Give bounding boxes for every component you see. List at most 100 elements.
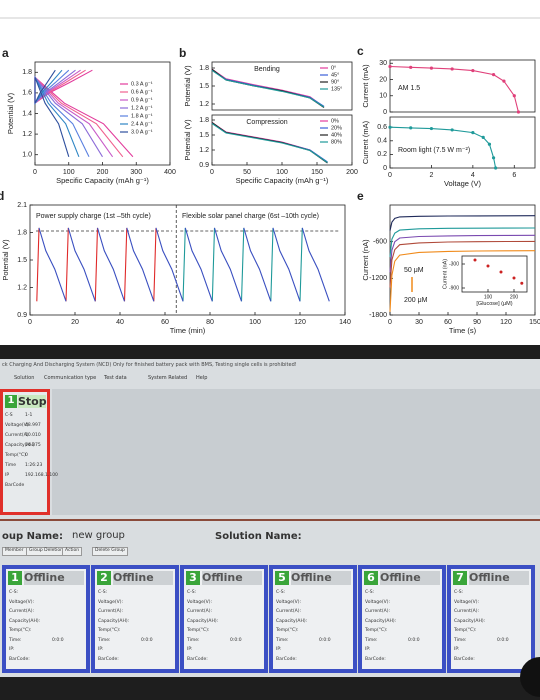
separator	[0, 519, 540, 521]
data-point	[516, 110, 521, 114]
x-axis-title: Voltage (V)	[444, 179, 482, 188]
field-label: Time:	[276, 637, 289, 643]
data-line	[211, 123, 328, 163]
legend-label: 20%	[331, 125, 342, 131]
menu-item[interactable]: System Related	[148, 375, 188, 381]
field-label: Voltage(V):	[9, 599, 34, 605]
plot-frame	[389, 116, 536, 169]
field-label: Capacity(AH):	[187, 618, 219, 624]
toolbar-button[interactable]: Delete Group	[92, 547, 128, 556]
data-point	[450, 67, 454, 71]
field-label: Capacity(AH):	[98, 618, 130, 624]
channel-card[interactable]: 2 Offline C-S: Voltage(V): Current(A): Capaci…	[91, 565, 179, 673]
y-tick-label: 0.2	[377, 151, 387, 158]
data-point	[388, 64, 392, 69]
data-line	[36, 227, 157, 302]
annotation: Flexible solar panel charge (6st –10th c…	[182, 213, 319, 220]
y-tick-label: 0.6	[377, 124, 387, 131]
x-tick-label: 2	[429, 172, 433, 179]
field-label: IP:	[276, 647, 282, 652]
x-tick-label: 120	[294, 319, 306, 326]
x-axis-title: Time (s)	[449, 326, 477, 335]
field-value: 0:0:0	[230, 637, 242, 643]
data-line	[182, 227, 303, 302]
x-tick-label: 100	[249, 319, 261, 326]
data-point	[429, 66, 434, 70]
channel-number: 1	[8, 571, 22, 585]
menu-item[interactable]: Test data	[104, 375, 127, 381]
y-tick-label: 1.2	[17, 284, 27, 291]
data-point	[481, 135, 485, 139]
panel-label: d	[0, 189, 4, 203]
y-tick-label: -300	[449, 261, 459, 267]
y-tick-label: 0.4	[377, 138, 387, 145]
field-label: BarCode:	[98, 656, 119, 662]
x-tick-label: 150	[311, 169, 323, 176]
data-point	[409, 126, 413, 130]
field-value: 192.168.1.100	[25, 473, 58, 478]
y-tick-label: -1200	[369, 275, 387, 282]
x-tick-label: 200	[510, 294, 519, 300]
field-label: Capacity(AH):	[454, 618, 486, 624]
toolbar-button[interactable]: Member	[2, 547, 27, 556]
x-axis-title: Specific Capacity (mAh g⁻¹)	[236, 176, 329, 185]
legend-label: 40%	[331, 132, 342, 138]
annotation: AM 1.5	[398, 85, 420, 92]
y-tick-label: 10	[379, 93, 387, 100]
y-axis-title: Current (nA)	[361, 239, 370, 281]
channel-number: 6	[364, 571, 378, 585]
channel-number: 2	[97, 571, 111, 585]
field-label: Capacity(AH)	[5, 443, 35, 448]
x-tick-label: 50	[243, 169, 251, 176]
toolbar-button[interactable]: Action	[62, 547, 83, 556]
field-value: 1:26:23	[25, 463, 43, 468]
channel-card[interactable]: 6 Offline C-S: Voltage(V): Current(A): Capaci…	[358, 565, 446, 673]
field-label: Temp(°C):	[365, 628, 388, 633]
legend-label: 0.3 A g⁻¹	[131, 81, 153, 87]
legend-label: 3.0 A g⁻¹	[131, 129, 153, 135]
x-tick-label: 100	[484, 294, 493, 300]
y-axis-title: Potential (V)	[183, 65, 192, 107]
field-value: 0:0:0	[141, 637, 153, 643]
menu-item[interactable]: Communication type	[44, 375, 97, 381]
legend-label: 0.6 A g⁻¹	[131, 89, 153, 95]
corner-icon	[520, 657, 540, 697]
channel-card[interactable]: 7 Offline C-S: Voltage(V): Current(A): Capaci…	[447, 565, 535, 673]
menu-item[interactable]: Help	[196, 375, 208, 381]
data-point	[499, 270, 503, 274]
field-label: BarCode:	[9, 656, 30, 662]
y-tick-label: 1.2	[199, 101, 209, 108]
data-point	[471, 131, 475, 135]
panel-label: e	[357, 189, 364, 203]
field-label: IP:	[98, 647, 104, 652]
menu-item[interactable]: Solution	[14, 375, 35, 381]
field-label: Time:	[9, 637, 22, 643]
plot-frame	[211, 61, 353, 111]
x-tick-label: 60	[161, 319, 169, 326]
panel-label: b	[179, 46, 186, 60]
y-tick-label: 1.0	[22, 152, 32, 159]
data-line	[211, 69, 325, 108]
group-label: oup Name:	[2, 531, 63, 542]
y-tick-label: -1800	[369, 312, 387, 319]
data-point	[494, 166, 498, 170]
y-axis-title: Current (mA)	[361, 64, 370, 108]
channel-card[interactable]: 5 Offline C-S: Voltage(V): Current(A): Capaci…	[269, 565, 357, 673]
legend-label: 90°	[331, 79, 339, 85]
data-point	[486, 264, 490, 268]
y-tick-label: 2.1	[17, 202, 27, 209]
field-label: C-S:	[98, 590, 108, 595]
toolbar-button[interactable]: Group Deletion	[26, 547, 67, 556]
channel-card[interactable]: 1 Offline C-S: Voltage(V): Current(A): Capaci…	[2, 565, 90, 673]
x-tick-label: 300	[130, 169, 142, 176]
x-tick-label: 90	[473, 319, 481, 326]
panel-label: a	[2, 46, 9, 60]
field-label: IP:	[187, 647, 193, 652]
data-point	[520, 281, 524, 285]
y-tick-label: 1.8	[17, 229, 27, 236]
field-label: Current(A):	[187, 609, 213, 614]
channel-card[interactable]: 3 Offline C-S: Voltage(V): Current(A): Capaci…	[180, 565, 268, 673]
field-label: Current(A):	[276, 609, 302, 614]
data-line	[389, 227, 536, 257]
